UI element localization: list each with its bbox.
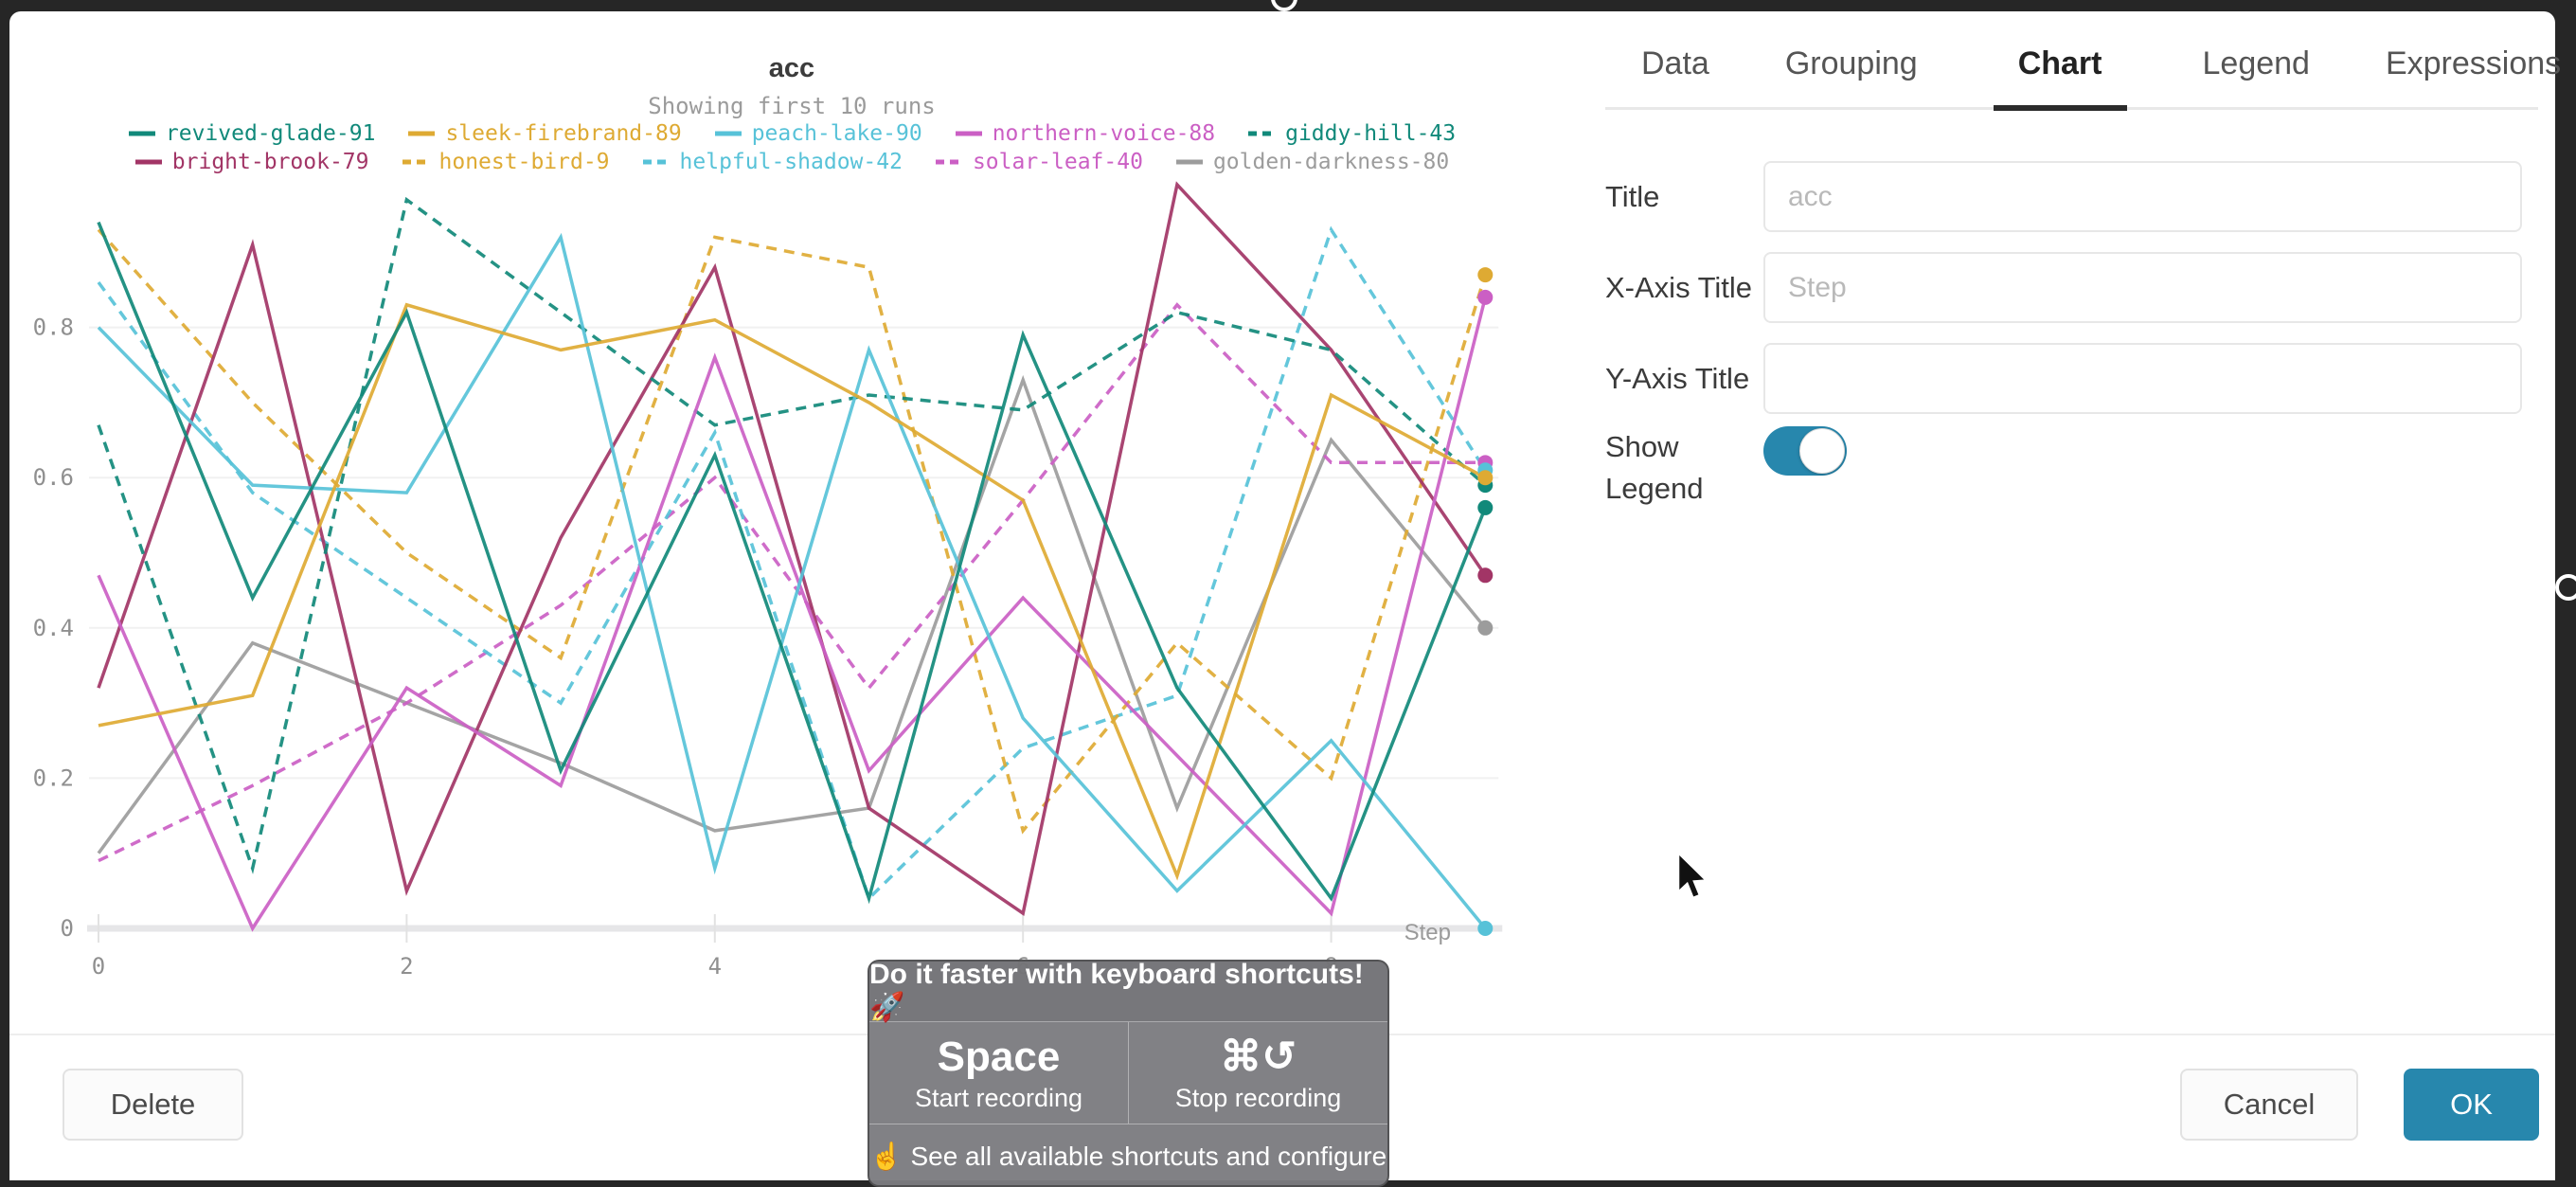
svg-text:0.4: 0.4 (33, 615, 74, 641)
legend-item: sleek-firebrand-89 (407, 121, 682, 146)
legend-swatch-icon (402, 159, 429, 165)
yaxis-title-input[interactable] (1763, 343, 2522, 414)
legend-swatch-icon (134, 159, 162, 165)
legend-run-name: peach-lake-90 (751, 121, 922, 146)
legend-item: northern-voice-88 (955, 121, 1215, 146)
shortcut-key: Space (937, 1033, 1061, 1080)
toggle-knob (1799, 428, 1845, 474)
side-widget-icon (2555, 574, 2576, 601)
legend-swatch-icon (955, 131, 982, 136)
legend-run-name: golden-darkness-80 (1212, 150, 1450, 174)
legend-run-name: solar-leaf-40 (972, 150, 1143, 174)
legend-run-name: helpful-shadow-42 (679, 150, 903, 174)
legend-item: helpful-shadow-42 (642, 150, 903, 174)
toast-shortcuts-row: Space Start recording ⌘↺ Stop recording (869, 1022, 1387, 1124)
legend-item: bright-brook-79 (134, 150, 369, 174)
svg-text:Step: Step (1404, 920, 1451, 945)
svg-text:0: 0 (92, 953, 105, 980)
cancel-button[interactable]: Cancel (2180, 1069, 2358, 1141)
legend-swatch-icon (642, 159, 670, 165)
legend-swatch-icon (935, 159, 962, 165)
delete-button[interactable]: Delete (63, 1069, 243, 1141)
legend-item: peach-lake-90 (714, 121, 922, 146)
legend-run-name: revived-glade-91 (165, 121, 376, 146)
tab-chart[interactable]: Chart (1993, 45, 2127, 111)
legend-run-name: sleek-firebrand-89 (445, 121, 682, 146)
shortcut-desc: Stop recording (1174, 1083, 1342, 1112)
legend-row: revived-glade-91 sleek-firebrand-89 peach-… (128, 121, 1456, 146)
legend-item: giddy-hill-43 (1247, 121, 1456, 146)
show-legend-toggle[interactable] (1763, 426, 1847, 476)
yaxis-field-label: Y-Axis Title (1605, 362, 1750, 395)
panel-tabs: Data Grouping Chart Legend Expressions (1605, 45, 2561, 111)
tab-expressions[interactable]: Expressions (2385, 45, 2562, 81)
svg-text:4: 4 (708, 953, 722, 980)
legend-run-name: northern-voice-88 (992, 121, 1216, 146)
legend-run-name: giddy-hill-43 (1285, 121, 1457, 146)
legend-item: honest-bird-9 (402, 150, 610, 174)
mouse-cursor (1676, 851, 1709, 900)
legend-swatch-icon (408, 131, 436, 136)
shortcut-desc: Start recording (914, 1083, 1083, 1112)
title-field-label: Title (1605, 180, 1660, 213)
chart-legend: revived-glade-91 sleek-firebrand-89 peach-… (98, 121, 1485, 174)
svg-text:0: 0 (61, 915, 74, 942)
xaxis-title-input[interactable] (1763, 252, 2522, 323)
legend-item: solar-leaf-40 (935, 150, 1143, 174)
tab-data[interactable]: Data (1641, 45, 1709, 81)
legend-run-name: honest-bird-9 (438, 150, 610, 174)
svg-text:0.8: 0.8 (33, 315, 74, 341)
show-legend-label: Show Legend (1605, 430, 1704, 505)
svg-text:2: 2 (400, 953, 413, 980)
shortcut-key: ⌘↺ (1220, 1033, 1297, 1080)
toast-title: Do it faster with keyboard shortcuts! 🚀 (869, 962, 1387, 1023)
svg-text:0.2: 0.2 (33, 764, 74, 791)
see-all-shortcuts-link[interactable]: ☝️ See all available shortcuts and confi… (869, 1141, 1387, 1171)
legend-swatch-icon (1175, 159, 1203, 165)
ok-button[interactable]: OK (2404, 1069, 2539, 1141)
legend-swatch-icon (1248, 131, 1276, 136)
legend-swatch-icon (128, 131, 155, 136)
svg-text:0.6: 0.6 (33, 464, 74, 491)
title-input[interactable] (1763, 161, 2522, 232)
chart-title: acc (768, 53, 815, 83)
xaxis-field-label: X-Axis Title (1605, 271, 1753, 304)
chart-subtitle: Showing first 10 runs (648, 93, 936, 119)
legend-item: revived-glade-91 (128, 121, 376, 146)
legend-item: golden-darkness-80 (1175, 150, 1449, 174)
legend-row: bright-brook-79 honest-bird-9 helpful-shad… (134, 150, 1449, 174)
legend-run-name: bright-brook-79 (171, 150, 369, 174)
shortcut-stop-recording: ⌘↺ Stop recording (1128, 1022, 1387, 1124)
keyboard-shortcuts-toast: Do it faster with keyboard shortcuts! 🚀 … (868, 960, 1389, 1187)
shortcut-start-recording: Space Start recording (869, 1022, 1128, 1124)
legend-swatch-icon (714, 131, 742, 136)
tab-grouping[interactable]: Grouping (1784, 45, 1918, 81)
tab-legend[interactable]: Legend (2202, 45, 2310, 81)
